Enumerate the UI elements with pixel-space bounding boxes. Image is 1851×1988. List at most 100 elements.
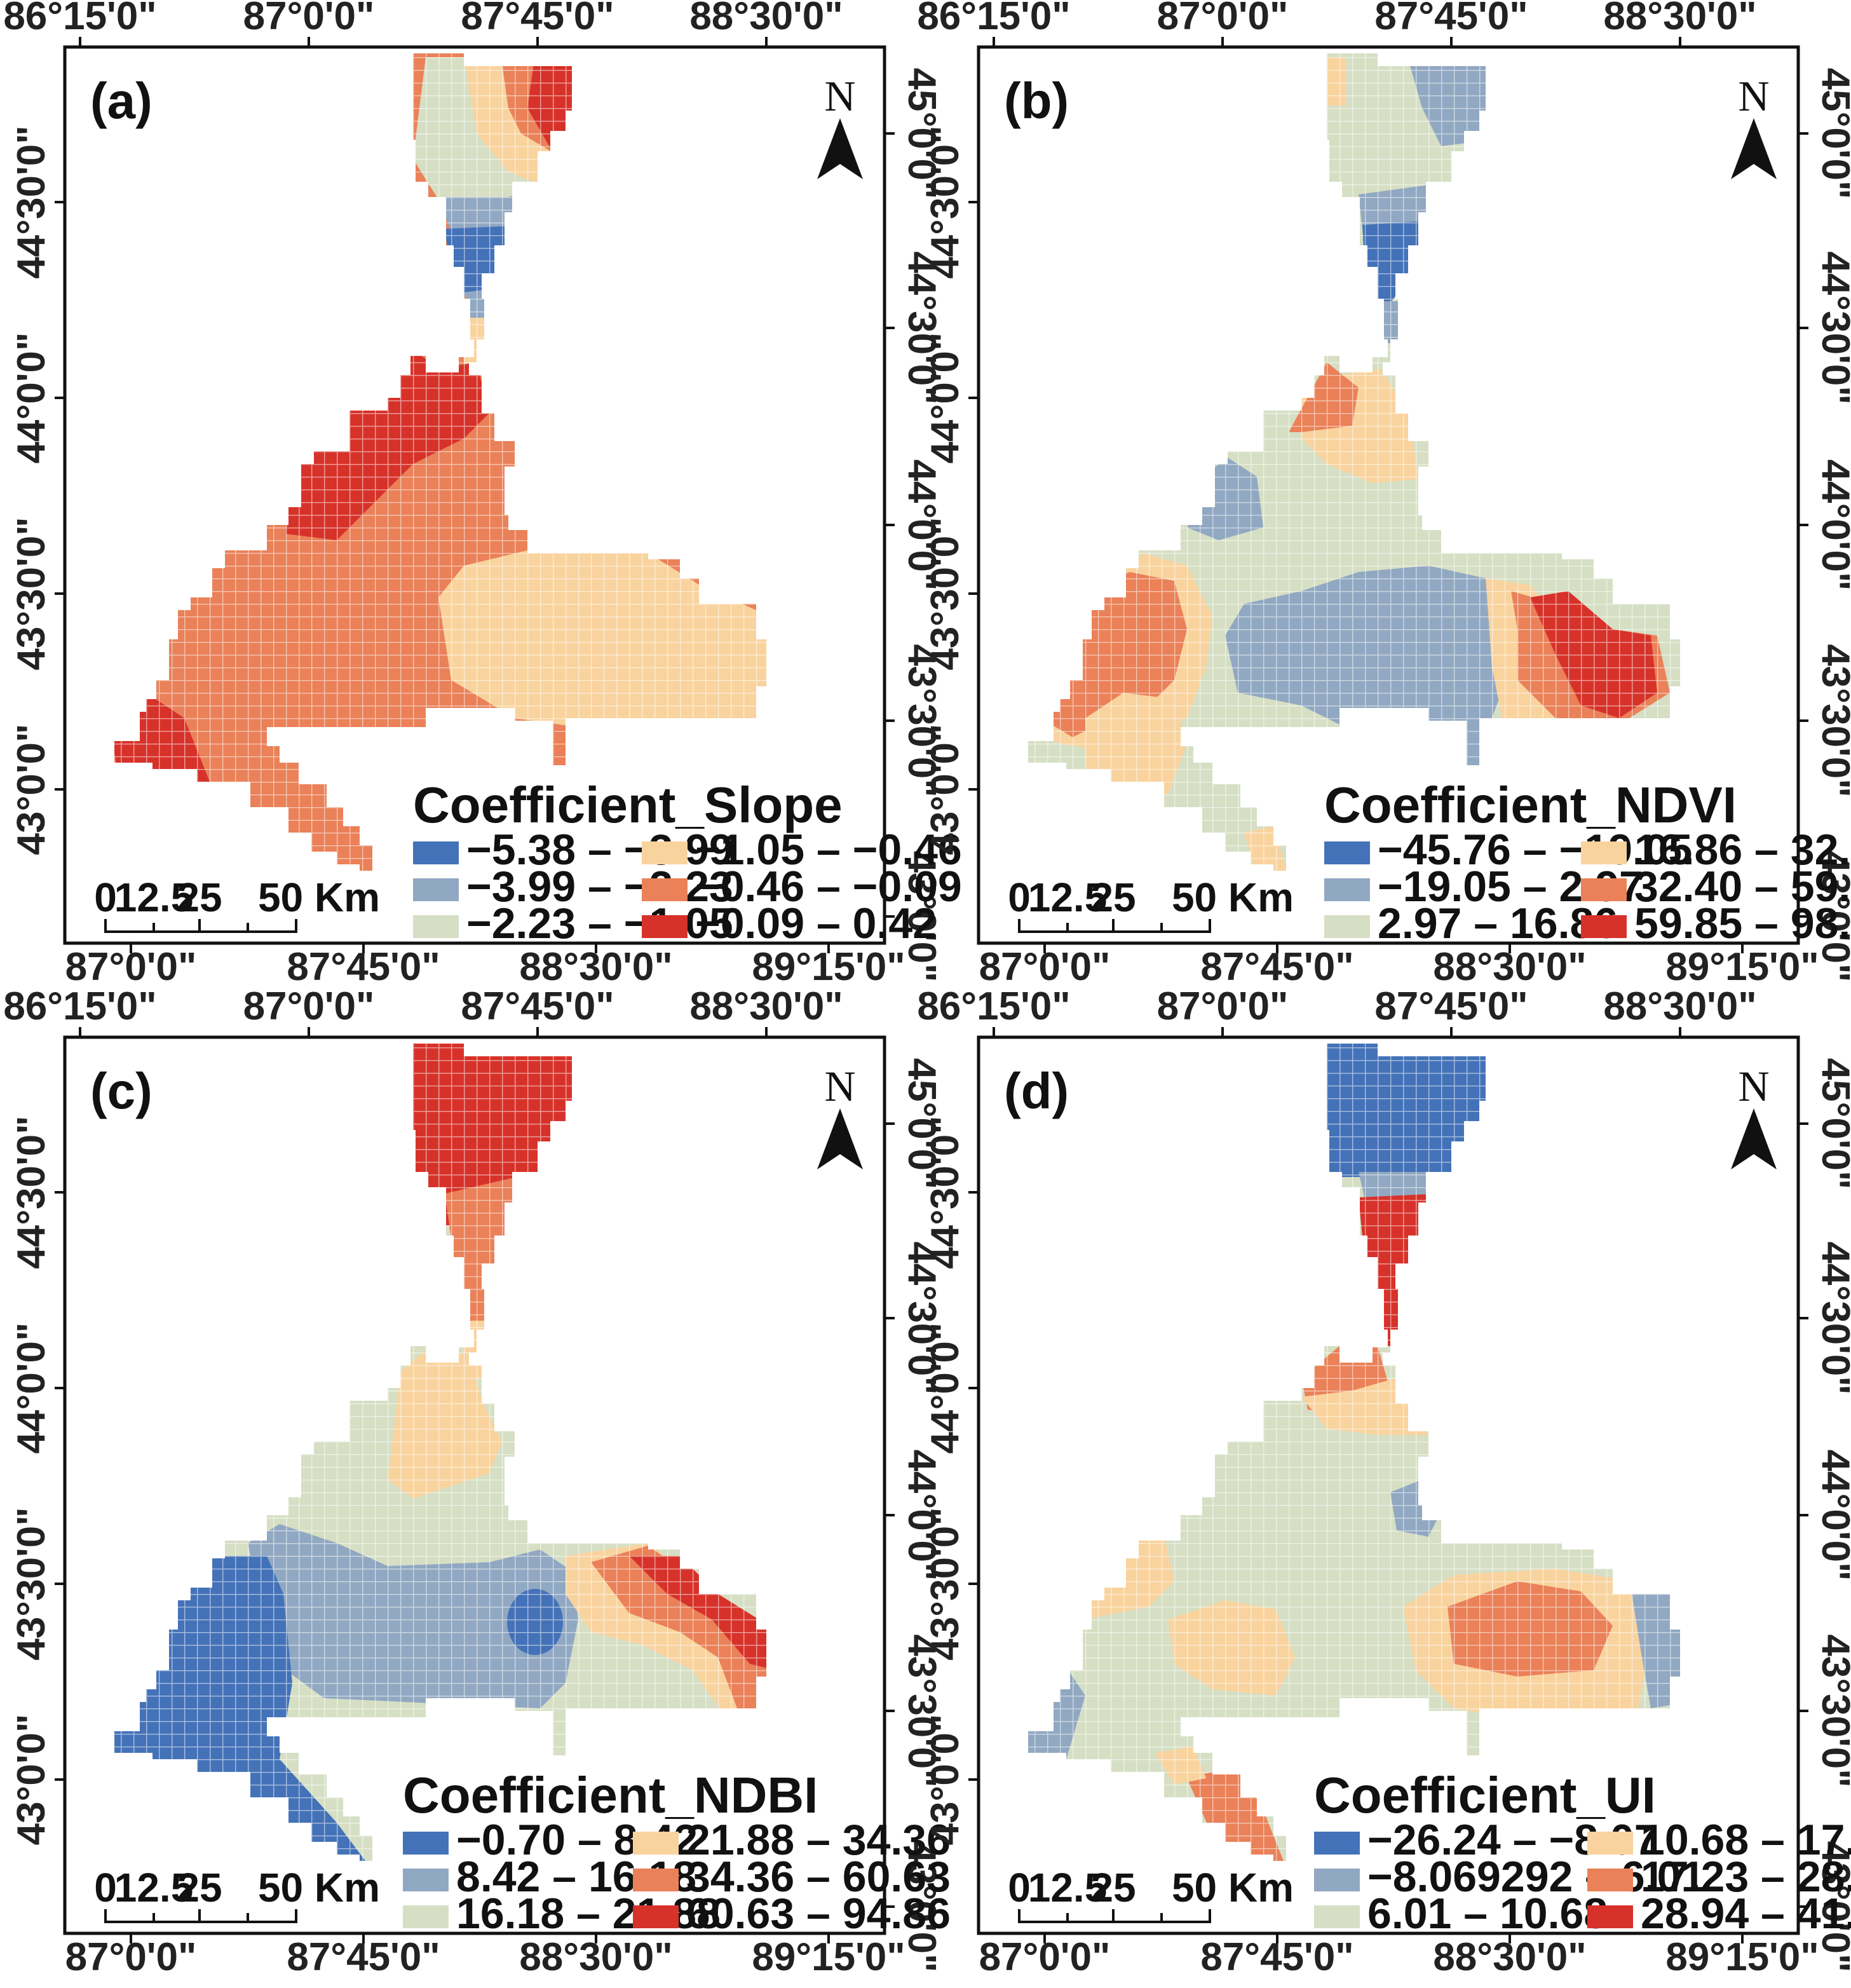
map-panel-b: 86°15'0" 87°0'0" 87°45'0" 88°30'0" 87°0'… [917, 0, 1851, 989]
legend-swatch [1587, 1905, 1633, 1928]
legend-label: 59.85 – 98.92 [1634, 899, 1851, 948]
legend-swatch [633, 1869, 679, 1891]
legend-label: 60.63 – 94.86 [686, 1889, 951, 1938]
tick-label: 88°30'0" [689, 984, 843, 1028]
top-axis: 86°15'0" 87°0'0" 87°45'0" 88°30'0" [917, 0, 1757, 47]
tick-label: 86°15'0" [3, 0, 156, 38]
legend-swatch [1324, 878, 1370, 901]
legend-label: 6.01 – 10.68 [1367, 1889, 1608, 1938]
tick-label: 43°0'0" [923, 724, 967, 855]
tick-label: 43°30'0" [1814, 644, 1851, 797]
panel-label: (b) [1004, 72, 1069, 129]
scale-label: 50 Km [1172, 875, 1294, 920]
tick-label: 45°0'0" [900, 68, 944, 200]
panel-label: (d) [1004, 1063, 1069, 1119]
legend-swatch [413, 878, 459, 901]
tick-label: 87°0'0" [979, 1935, 1111, 1979]
tick-label: 44°30'0" [10, 1115, 53, 1269]
tick-label: 87°45'0" [1200, 945, 1353, 989]
legend-swatch [1314, 1832, 1360, 1855]
tick-label: 87°0'0" [243, 0, 375, 38]
legend-title: Coefficient_NDVI [1324, 777, 1737, 833]
scale-label: 25 [1090, 1865, 1136, 1910]
scale-label: 12.5 [1028, 1865, 1108, 1910]
tick-label: 87°45'0" [287, 945, 440, 989]
legend-label: 10.68 – 17.23 [1641, 1816, 1851, 1864]
map-d-svg: 86°15'0" 87°0'0" 87°45'0" 88°30'0" 87°0'… [917, 984, 1851, 1979]
legend-title: Coefficient_NDBI [403, 1767, 818, 1823]
legend-title: Coefficient_Slope [413, 777, 843, 833]
tick-label: 44°0'0" [923, 1323, 967, 1454]
tick-label: 88°30'0" [1603, 0, 1756, 38]
legend-label: 16.18 – 21.88 [456, 1889, 721, 1938]
legend-swatch [1587, 1832, 1633, 1855]
scale-bar: 0 12.5 25 50 Km [1008, 875, 1294, 933]
north-arrow: N [817, 1062, 863, 1169]
tick-label: 89°15'0" [752, 945, 905, 989]
tick-label: 44°30'0" [923, 125, 967, 278]
legend-label: 34.36 – 60.63 [686, 1853, 951, 1901]
north-arrow-icon [1731, 118, 1777, 179]
tick-label: 43°0'0" [1814, 851, 1851, 983]
scale-label: 0 [94, 1865, 117, 1910]
tick-label: 44°30'0" [923, 1115, 967, 1269]
legend-label: 21.88 – 34.36 [686, 1816, 951, 1864]
scale-line [104, 919, 297, 933]
panel-label: (a) [90, 72, 153, 129]
scale-label: 12.5 [114, 875, 194, 920]
legend-swatch [1314, 1905, 1360, 1928]
scale-label: 50 Km [258, 1865, 380, 1910]
scale-label: 25 [177, 1865, 222, 1910]
tick-label: 88°30'0" [1433, 1935, 1586, 1979]
tick-label: 87°45'0" [1200, 1935, 1353, 1979]
map-a-svg: 86°15'0" 87°0'0" 87°45'0" 88°30'0" 87°0'… [3, 0, 961, 989]
tick-label: 87°45'0" [461, 0, 614, 38]
north-arrow-icon [817, 1108, 863, 1169]
tick-label: 43°30'0" [1814, 1634, 1851, 1787]
tick-label: 86°15'0" [917, 984, 1070, 1028]
scale-line [1018, 1909, 1211, 1923]
legend-swatch [1324, 915, 1370, 938]
legend-swatch [1314, 1869, 1360, 1891]
tick-label: 43°30'0" [923, 517, 967, 670]
tick-label: 44°0'0" [900, 460, 944, 591]
left-axis: 44°30'0" 44°0'0" 43°30'0" 43°0'0" [10, 1115, 65, 1845]
map-c-svg: 86°15'0" 87°0'0" 87°45'0" 88°30'0" 87°0'… [3, 984, 951, 1979]
tick-label: 44°30'0" [900, 1241, 944, 1394]
tick-label: 43°30'0" [900, 644, 944, 797]
scale-line [1018, 919, 1211, 933]
tick-label: 43°30'0" [10, 517, 53, 670]
tick-label: 43°30'0" [923, 1507, 967, 1660]
tick-label: 44°0'0" [1814, 460, 1851, 591]
legend-swatch [633, 1905, 679, 1928]
tick-label: 43°0'0" [10, 1714, 53, 1846]
tick-label: 44°30'0" [1814, 1241, 1851, 1394]
legend-swatch [1581, 841, 1627, 864]
legend-label: −8.069292 – 6.01 [1367, 1853, 1705, 1901]
bottom-axis: 87°0'0" 87°45'0" 88°30'0" 89°15'0" [65, 1933, 905, 1979]
legend-swatch [413, 915, 459, 938]
scale-label: 12.5 [114, 1865, 194, 1910]
north-label: N [1738, 1062, 1769, 1110]
map-b-svg: 86°15'0" 87°0'0" 87°45'0" 88°30'0" 87°0'… [917, 0, 1851, 989]
tick-label: 88°30'0" [519, 1935, 672, 1979]
tick-label: 44°0'0" [900, 1450, 944, 1581]
tick-label: 87°0'0" [1157, 0, 1289, 38]
legend-swatch [633, 1832, 679, 1855]
legend-swatch [642, 841, 688, 864]
tick-label: 43°0'0" [900, 851, 944, 983]
scale-label: 0 [94, 875, 117, 920]
scale-label: 0 [1008, 875, 1031, 920]
north-label: N [824, 1062, 855, 1110]
legend: Coefficient_NDVI −45.76 – −19.05 −19.05 … [1324, 777, 1851, 948]
legend-label: −0.46 – −0.09 [695, 862, 962, 911]
left-axis: 44°30'0" 44°0'0" 43°30'0" 43°0'0" [10, 125, 65, 855]
legend-label: 16.86 – 32.40 [1634, 826, 1851, 874]
legend-label: 32.40 – 59.85 [1634, 862, 1851, 911]
legend-swatch [1324, 841, 1370, 864]
scale-bar: 0 12.5 25 50 Km [94, 875, 380, 933]
right-axis: 45°0'0" 44°30'0" 44°0'0" 43°30'0" 43°0'0… [885, 1058, 944, 1972]
north-arrow-icon [817, 118, 863, 179]
legend-label: −0.09 – 0.42 [695, 899, 937, 948]
tick-label: 43°30'0" [900, 1634, 944, 1787]
